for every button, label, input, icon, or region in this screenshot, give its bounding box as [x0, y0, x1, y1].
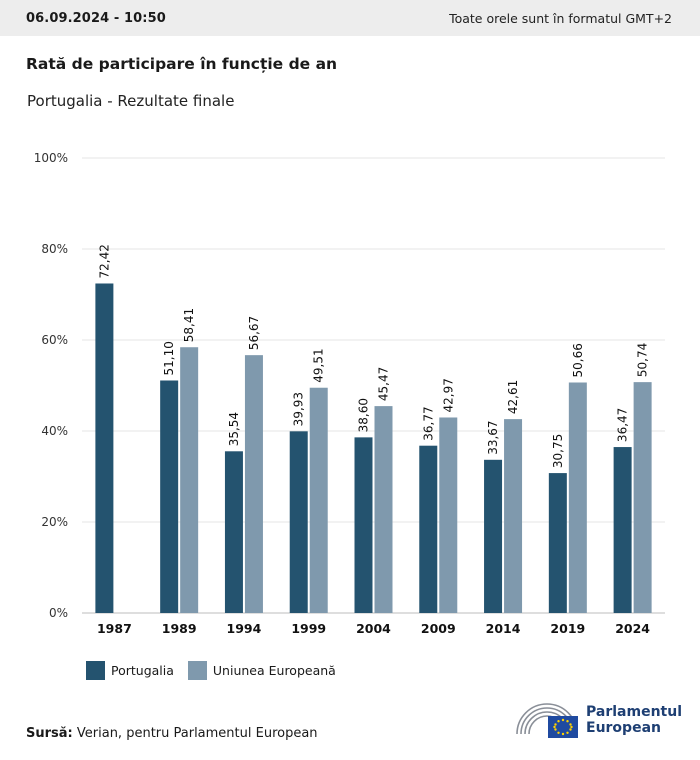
bar-ue — [244, 355, 263, 613]
bar-ue — [439, 417, 458, 613]
x-tick-label: 2009 — [421, 621, 456, 636]
bar-ue — [504, 419, 523, 613]
data-label: 30,75 — [551, 434, 565, 468]
timestamp: 06.09.2024 - 10:50 — [26, 10, 166, 26]
y-tick-label: 40% — [41, 424, 68, 438]
bar-portugalia — [95, 283, 114, 613]
y-tick-label: 20% — [41, 515, 68, 529]
bar-portugalia — [548, 473, 567, 613]
bar-portugalia — [613, 447, 632, 613]
data-label: 36,47 — [616, 408, 630, 442]
legend-item-ue: Uniunea Europeană — [187, 661, 336, 680]
legend-swatch-portugalia — [86, 661, 105, 680]
bar-portugalia — [419, 445, 438, 613]
data-label: 72,42 — [97, 244, 111, 278]
legend: Portugalia Uniunea Europeană — [86, 661, 350, 680]
data-label: 38,60 — [357, 398, 371, 432]
x-tick-label: 2004 — [356, 621, 391, 636]
x-tick-label: 2014 — [486, 621, 521, 636]
data-label: 33,67 — [486, 420, 500, 454]
data-label: 35,54 — [227, 412, 241, 446]
bar-portugalia — [160, 380, 179, 613]
data-label: 42,61 — [506, 380, 520, 414]
top-bar: 06.09.2024 - 10:50 Toate orele sunt în f… — [0, 0, 700, 36]
timezone-note: Toate orele sunt în formatul GMT+2 — [449, 10, 672, 26]
bar-chart: 0% 20% 40% 60% 80% 100% 1987 72,42 1989 51,10 58,4… — [34, 151, 665, 636]
bar-ue — [568, 382, 587, 613]
x-tick-label: 1989 — [162, 621, 197, 636]
bar-ue — [180, 347, 199, 613]
data-label: 50,66 — [571, 343, 585, 377]
bar-ue — [309, 387, 328, 613]
x-tick-label: 2019 — [550, 621, 585, 636]
data-label: 45,47 — [377, 367, 391, 401]
legend-item-portugalia: Portugalia — [86, 661, 174, 680]
data-label: 58,41 — [182, 308, 196, 342]
bar-ue — [633, 382, 652, 613]
data-label: 39,93 — [292, 392, 306, 426]
data-label: 49,51 — [312, 348, 326, 382]
data-label: 42,97 — [441, 378, 455, 412]
data-label: 50,74 — [636, 343, 650, 377]
bar-portugalia — [484, 459, 503, 613]
x-tick-label: 1994 — [227, 621, 262, 636]
x-tick-label: 1999 — [291, 621, 326, 636]
chart-title: Rată de participare în funcție de an — [26, 55, 338, 73]
bar-portugalia — [354, 437, 373, 613]
data-label: 36,77 — [421, 406, 435, 440]
parliament-hemicycle-icon — [516, 703, 578, 738]
bar-portugalia — [224, 451, 243, 613]
legend-swatch-ue — [187, 661, 207, 680]
y-tick-label: 80% — [41, 242, 68, 256]
logo-text: Parlamentul European — [586, 704, 682, 736]
logo-line-1: Parlamentul — [586, 704, 682, 720]
x-tick-label: 2024 — [615, 621, 650, 636]
data-label: 56,67 — [247, 316, 261, 350]
data-label: 51,10 — [162, 341, 176, 375]
bar-ue — [374, 406, 393, 613]
legend-label-portugalia: Portugalia — [111, 663, 174, 678]
chart-subtitle: Portugalia - Rezultate finale — [27, 92, 235, 110]
source-label: Sursă: — [26, 726, 73, 741]
legend-label-ue: Uniunea Europeană — [212, 663, 336, 678]
y-tick-label: 0% — [49, 606, 68, 620]
ep-logo: Parlamentul European — [514, 700, 682, 740]
x-tick-label: 1987 — [97, 621, 132, 636]
logo-line-2: European — [586, 720, 661, 736]
y-tick-label: 60% — [41, 333, 68, 347]
bar-portugalia — [289, 431, 308, 613]
source-text: Verian, pentru Parlamentul European — [76, 726, 318, 741]
y-tick-label: 100% — [34, 151, 68, 165]
source-note: Sursă: Verian, pentru Parlamentul Europe… — [26, 726, 318, 741]
